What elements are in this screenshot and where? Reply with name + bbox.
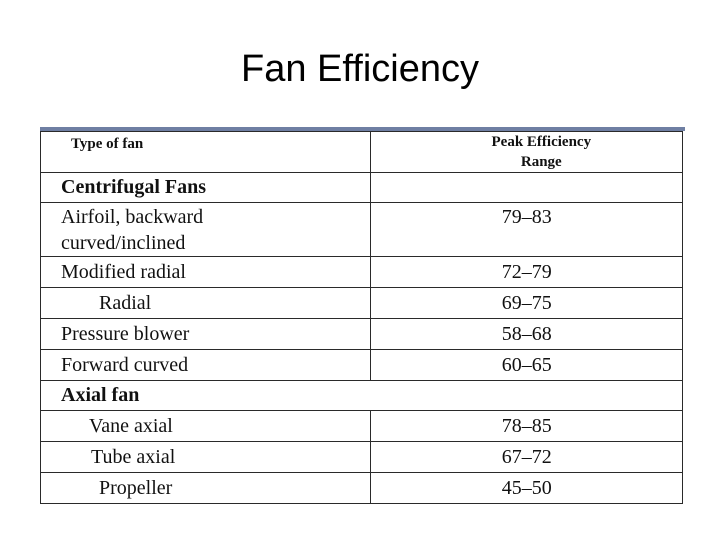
empty-cell [369,172,684,203]
fan-type-label: Pressure blower [61,323,190,345]
header-type-label: Type of fan [71,136,144,152]
fan-efficiency-table: Type of fan Peak Efficiency Range Centri… [40,131,684,504]
fan-type-label: Radial [99,292,152,314]
efficiency-range-cell: 58–68 [369,318,684,350]
efficiency-range-value: 79–83 [501,206,552,228]
fan-type-label: Modified radial [61,261,186,283]
efficiency-range-value: 67–72 [501,446,552,468]
header-range-label-line2: Range [520,154,562,170]
efficiency-range-cell: 78–85 [369,410,684,442]
fan-type-cell: Tube axial [40,441,371,473]
table-header-row: Type of fan Peak Efficiency Range [40,131,684,173]
fan-type-label: Tube axial [91,446,176,468]
efficiency-range-value: 72–79 [501,261,552,283]
efficiency-range-cell: 67–72 [369,441,684,473]
section-row-axial: Axial fan [40,380,684,411]
fan-type-cell: Modified radial [40,256,371,288]
fan-type-cell: Pressure blower [40,318,371,350]
efficiency-range-cell: 69–75 [369,287,684,319]
efficiency-range-cell: 79–83 [369,202,684,257]
efficiency-range-cell: 45–50 [369,472,684,504]
section-label: Centrifugal Fans [61,176,206,198]
slide-title: Fan Efficiency [241,48,479,90]
efficiency-range-cell: 60–65 [369,349,684,381]
section-cell: Axial fan [40,380,371,411]
fan-type-cell: Airfoil, backward curved/inclined [40,202,371,257]
section-cell: Centrifugal Fans [40,172,371,203]
fan-type-cell: Vane axial [40,410,371,442]
header-cell-type: Type of fan [40,131,371,173]
table-row: Radial 69–75 [40,287,684,319]
fan-type-cell: Forward curved [40,349,371,381]
efficiency-range-value: 60–65 [501,354,552,376]
efficiency-range-value: 78–85 [501,415,552,437]
fan-type-line2: curved/inclined [61,232,186,254]
header-cell-range: Peak Efficiency Range [369,131,684,173]
fan-type-cell: Propeller [40,472,371,504]
table-row: Forward curved 60–65 [40,349,684,381]
section-row-centrifugal: Centrifugal Fans [40,172,684,203]
table-row: Pressure blower 58–68 [40,318,684,350]
section-label: Axial fan [61,384,140,406]
efficiency-range-cell: 72–79 [369,256,684,288]
efficiency-range-value: 45–50 [501,477,552,499]
table-row: Vane axial 78–85 [40,410,684,442]
empty-cell [370,380,684,411]
fan-type-label: Vane axial [89,415,173,437]
table-row: Airfoil, backward curved/inclined 79–83 [40,202,684,257]
fan-type-label: Propeller [99,477,173,499]
efficiency-range-value: 69–75 [501,292,552,314]
header-range-label-line1: Peak Efficiency [491,134,592,150]
efficiency-range-value: 58–68 [501,323,552,345]
table-row: Tube axial 67–72 [40,441,684,473]
fan-type-line1: Airfoil, backward [61,206,204,228]
table-row: Propeller 45–50 [40,472,684,504]
fan-type-label: Forward curved [61,354,189,376]
fan-type-cell: Radial [40,287,371,319]
table-row: Modified radial 72–79 [40,256,684,288]
table-top-rule [40,127,685,131]
